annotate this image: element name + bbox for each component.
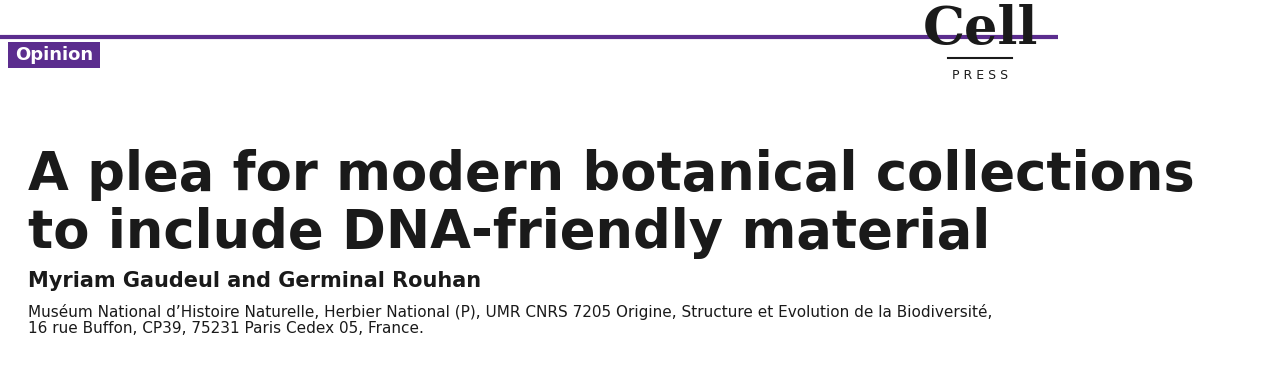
Text: A plea for modern botanical collections: A plea for modern botanical collections [28, 149, 1196, 201]
FancyBboxPatch shape [9, 42, 100, 68]
Text: Opinion: Opinion [15, 46, 94, 64]
Text: 16 rue Buffon, CP39, 75231 Paris Cedex 05, France.: 16 rue Buffon, CP39, 75231 Paris Cedex 0… [28, 321, 425, 336]
Text: to include DNA-friendly material: to include DNA-friendly material [28, 207, 990, 259]
Text: P R E S S: P R E S S [952, 69, 1008, 82]
Text: Cell: Cell [922, 4, 1037, 55]
Text: Muséum National d’Histoire Naturelle, Herbier National (P), UMR CNRS 7205 Origin: Muséum National d’Histoire Naturelle, He… [28, 304, 993, 320]
Text: Myriam Gaudeul and Germinal Rouhan: Myriam Gaudeul and Germinal Rouhan [28, 271, 482, 291]
